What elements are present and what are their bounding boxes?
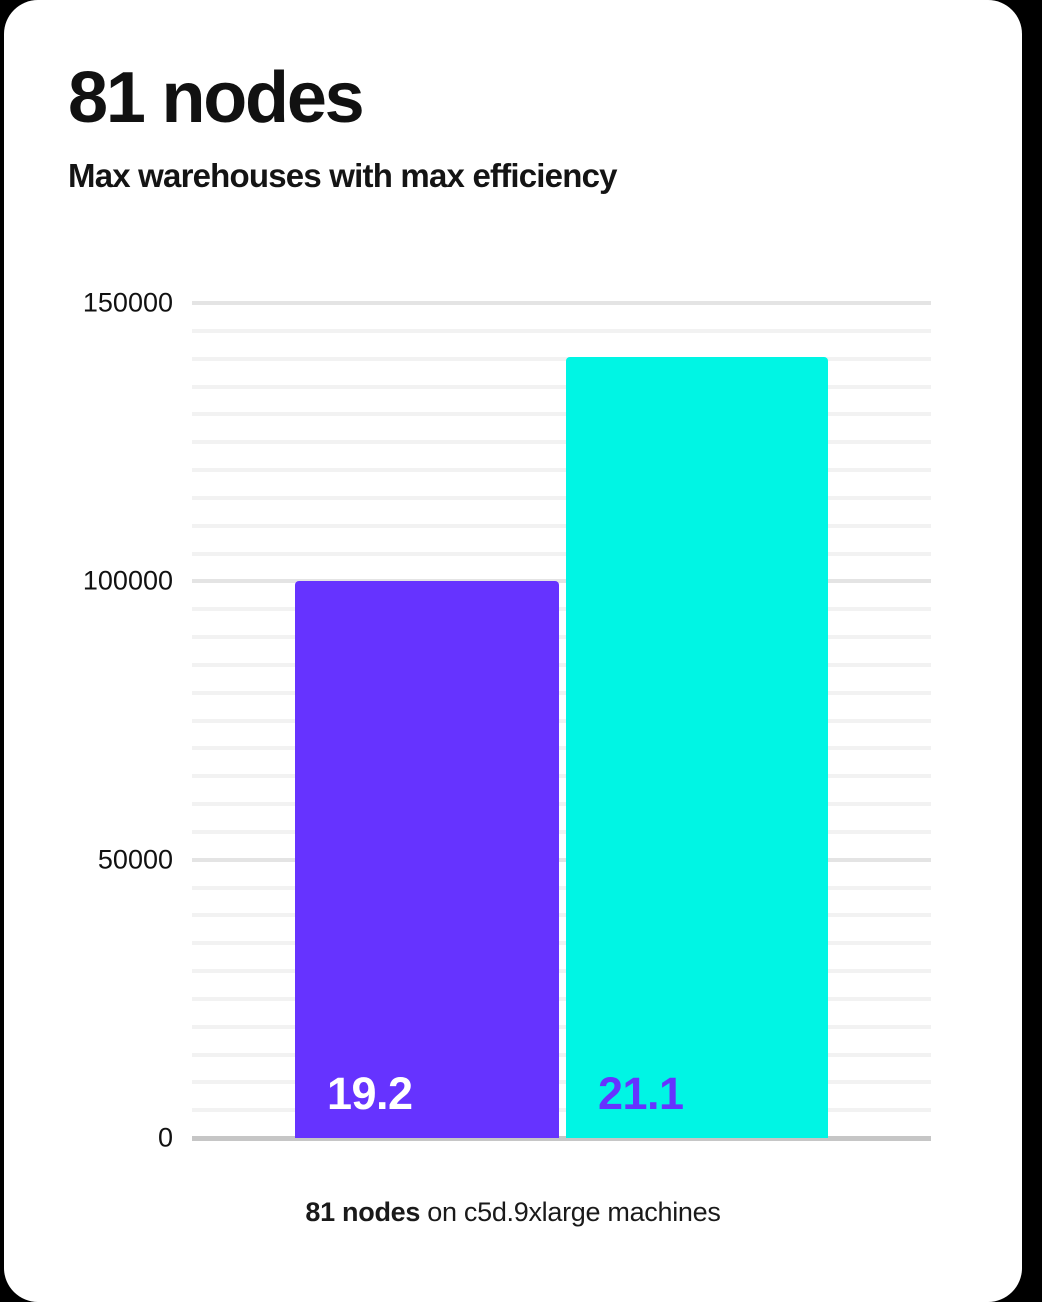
gridline-minor	[192, 802, 931, 806]
gridline-minor	[192, 746, 931, 751]
bar-19.2[interactable]: 19.2	[295, 581, 559, 1138]
gridline-minor	[192, 829, 931, 834]
y-axis-tick-label: 150000	[82, 287, 173, 318]
bar-21.1[interactable]: 21.1	[566, 356, 828, 1138]
gridline-minor	[192, 607, 931, 612]
chart-subtitle: Max warehouses with max efficiency	[68, 157, 618, 194]
y-axis-tick-label: 100000	[82, 565, 173, 596]
chart-footer-caption: 81 nodes on c5d.9xlarge machines	[4, 1197, 1022, 1228]
gridline-minor	[192, 551, 931, 556]
gridline-minor	[192, 1108, 931, 1113]
gridline-minor	[192, 384, 931, 389]
gridline-minor	[192, 635, 931, 639]
chart-card: 81 nodes Max warehouses with max efficie…	[4, 0, 1022, 1302]
gridline-minor	[192, 969, 931, 973]
chart-header: 81 nodes Max warehouses with max efficie…	[68, 62, 948, 194]
gridline-major	[192, 301, 931, 305]
gridline-minor	[192, 996, 931, 1001]
gridline-minor	[192, 1080, 931, 1085]
y-axis-tick-label: 50000	[97, 844, 173, 875]
gridline-minor	[192, 662, 931, 667]
bar-chart-plot: 150000 100000 50000 0 19.2 21.1	[4, 0, 1022, 1302]
gridline-minor	[192, 690, 931, 695]
y-axis-tick-label: 0	[157, 1122, 173, 1153]
gridline-major	[192, 579, 931, 584]
gridline-minor	[192, 523, 931, 528]
footer-node-count: 81 nodes	[305, 1197, 421, 1227]
gridline-minor	[192, 1024, 931, 1029]
gridline-minor	[192, 468, 931, 472]
axis-baseline	[192, 1136, 931, 1141]
gridline-minor	[192, 941, 931, 946]
gridline-minor	[192, 328, 931, 333]
gridline-minor	[192, 913, 931, 918]
gridline-minor	[192, 718, 931, 723]
gridline-minor	[192, 412, 931, 417]
gridline-minor	[192, 1052, 931, 1057]
bar-value-label: 19.2	[327, 1067, 413, 1119]
gridline-minor	[192, 440, 931, 445]
gridline-minor	[192, 774, 931, 779]
gridline-minor	[192, 885, 931, 890]
footer-machine-type: on c5d.9xlarge machines	[420, 1197, 721, 1227]
page-title: 81 nodes	[68, 58, 365, 138]
gridline-major	[192, 857, 931, 862]
gridline-minor	[192, 356, 931, 361]
gridline-minor	[192, 495, 931, 500]
bar-value-label: 21.1	[598, 1067, 684, 1119]
